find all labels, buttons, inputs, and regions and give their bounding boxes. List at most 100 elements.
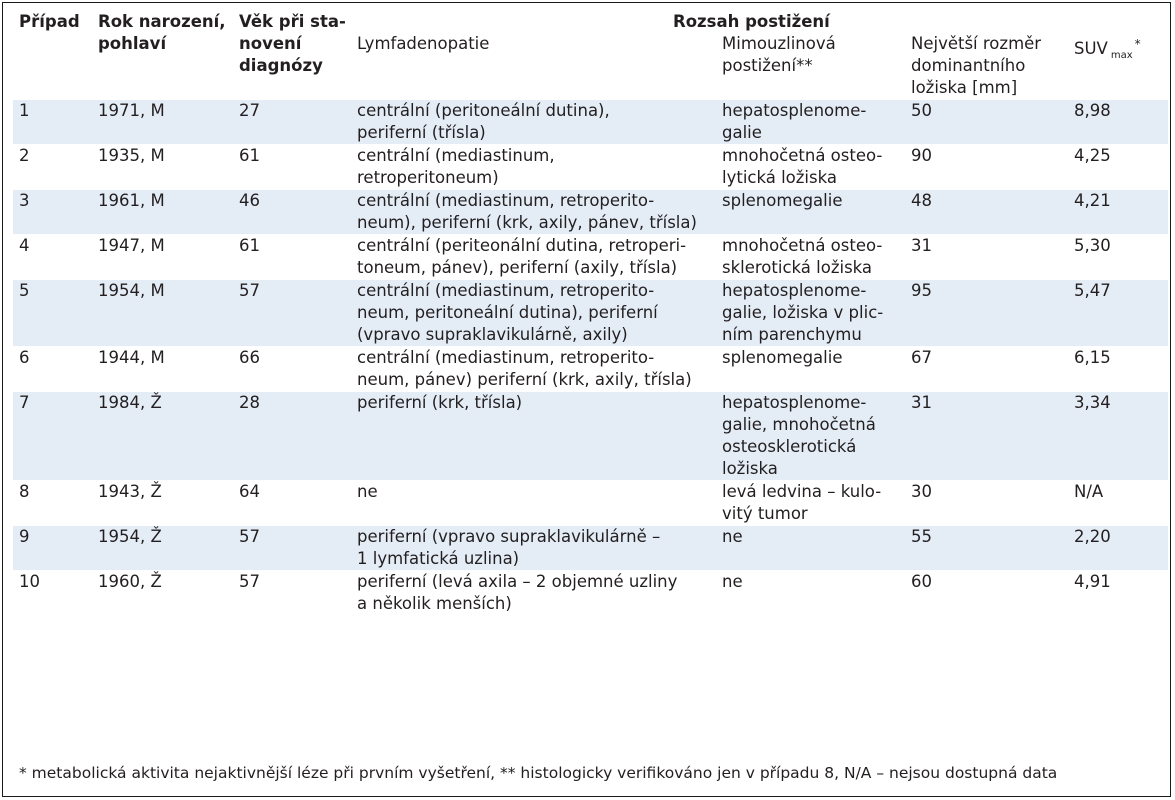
cell-birth-sex: 1947, M <box>92 234 233 280</box>
cell-age: 66 <box>233 346 351 392</box>
cell-suv: 2,20 <box>1068 525 1168 571</box>
header-extent-span: Rozsah postižení <box>351 11 1168 33</box>
cell-lymphadenopathy-line: centrální (mediastinum, retroperito- <box>357 191 655 210</box>
header-birth-cont: pohlaví <box>92 33 233 100</box>
cell-suv: N/A <box>1068 480 1168 526</box>
cell-lymphadenopathy-line: periferní (vpravo supraklavikulárně – <box>357 527 661 546</box>
cell-largest-size: 30 <box>905 480 1068 526</box>
cell-extranodal-line: ložiska <box>722 459 778 478</box>
cell-extranodal-line: splenomegalie <box>722 191 843 210</box>
cell-extranodal-line: ne <box>722 572 743 591</box>
cell-case: 2 <box>13 144 92 190</box>
cell-age: 57 <box>233 570 351 615</box>
cell-extranodal-line: levá ledvina – kulo- <box>722 482 882 501</box>
header-suv-sub: max <box>1110 50 1133 61</box>
cell-birth-sex: 1961, M <box>92 189 233 235</box>
cell-extranodal: mnohočetná osteo-lytická ložiska <box>716 144 905 190</box>
cell-birth-sex: 1984, Ž <box>92 391 233 481</box>
cell-largest-size: 95 <box>905 279 1068 347</box>
cell-extranodal-line: hepatosplenome- <box>722 393 867 412</box>
cell-extranodal-line: ním parenchymu <box>722 325 862 344</box>
cell-extranodal-line: galie <box>722 123 762 142</box>
cell-extranodal-line: sklerotická ložiska <box>722 258 873 277</box>
table-row: 5 1954, M 57 centrální (mediastinum, retrop… <box>13 279 1168 347</box>
cell-lymphadenopathy: centrální (mediastinum, retroperito-neum… <box>351 279 716 347</box>
cell-largest-size: 31 <box>905 391 1068 481</box>
cell-lymphadenopathy-line: toneum, pánev), periferní (axily, třísla… <box>357 258 678 277</box>
cell-lymphadenopathy-line: a několik menších) <box>357 594 512 613</box>
cell-birth-sex: 1954, Ž <box>92 525 233 571</box>
cell-lymphadenopathy: centrální (peritoneální dutina), perifern… <box>351 99 716 145</box>
cell-suv: 5,47 <box>1068 279 1168 347</box>
patient-table: Případ Rok narození, Věk při sta- Rozsah… <box>13 11 1168 615</box>
header-largest-size: Největší rozměr dominantního ložiska [mm… <box>905 33 1068 100</box>
cell-largest-size: 50 <box>905 99 1068 145</box>
cell-lymphadenopathy-line: centrální (peritoneální dutina), <box>357 101 610 120</box>
header-age-line-2: novení <box>239 34 302 53</box>
cell-age: 61 <box>233 234 351 280</box>
header-extent-title: Rozsah postižení <box>673 12 830 31</box>
cell-extranodal: splenomegalie <box>716 189 905 235</box>
cell-suv: 5,30 <box>1068 234 1168 280</box>
header-age-cont: novení diagnózy <box>233 33 351 100</box>
header-row-top: Případ Rok narození, Věk při sta- Rozsah… <box>13 11 1168 33</box>
table-header: Případ Rok narození, Věk při sta- Rozsah… <box>13 11 1168 100</box>
cell-lymphadenopathy-line: centrální (mediastinum, retroperito- <box>357 348 655 367</box>
cell-lymphadenopathy-line: periferní (krk, třísla) <box>357 393 523 412</box>
cell-lymphadenopathy-line: 1 lymfatická uzlina) <box>357 549 520 568</box>
cell-lymphadenopathy: periferní (vpravo supraklavikulárně – 1 l… <box>351 525 716 571</box>
cell-lymphadenopathy-line: (vpravo supraklavikulárně, axily) <box>357 325 628 344</box>
header-birth-sex: Rok narození, <box>92 11 233 33</box>
cell-birth-sex: 1944, M <box>92 346 233 392</box>
cell-lymphadenopathy-line: periferní (třísla) <box>357 123 486 142</box>
cell-lymphadenopathy: centrální (mediastinum, retroperito-neum… <box>351 189 716 235</box>
cell-extranodal-line: ne <box>722 527 743 546</box>
cell-extranodal: hepatosplenome-galie, ložiska v plic-ním… <box>716 279 905 347</box>
table-body: 1 1971, M 27 centrální (peritoneální dutina… <box>13 99 1168 615</box>
cell-birth-sex: 1943, Ž <box>92 480 233 526</box>
cell-case: 1 <box>13 99 92 145</box>
cell-lymphadenopathy: centrální (mediastinum, retroperitoneum) <box>351 144 716 190</box>
table-row: 10 1960, Ž 57 periferní (levá axila – 2 obj… <box>13 570 1168 615</box>
cell-suv: 6,15 <box>1068 346 1168 392</box>
header-size-line-3: ložiska [mm] <box>911 78 1018 97</box>
cell-lymphadenopathy-line: neum, peritoneální dutina), periferní <box>357 303 658 322</box>
cell-lymphadenopathy: periferní (levá axila – 2 objemné uzliny… <box>351 570 716 615</box>
table-row: 6 1944, M 66 centrální (mediastinum, retrop… <box>13 346 1168 392</box>
header-suv: SUV max* <box>1068 33 1168 100</box>
cell-case: 5 <box>13 279 92 347</box>
table-row: 9 1954, Ž 57 periferní (vpravo supraklaviku… <box>13 525 1168 571</box>
cell-extranodal-line: galie, ložiska v plic- <box>722 303 884 322</box>
cell-lymphadenopathy-line: centrální (periteonální dutina, retroper… <box>357 236 687 255</box>
cell-suv: 4,21 <box>1068 189 1168 235</box>
cell-extranodal: hepatosplenome-galie, mnohočetná osteoskl… <box>716 391 905 481</box>
header-age-line-1: Věk při sta- <box>239 12 346 31</box>
cell-lymphadenopathy: periferní (krk, třísla) <box>351 391 716 481</box>
cell-age: 57 <box>233 279 351 347</box>
cell-extranodal-line: splenomegalie <box>722 348 843 367</box>
cell-extranodal-line: hepatosplenome- <box>722 101 867 120</box>
header-lymph-line-1: Lymfadenopatie <box>357 34 490 53</box>
cell-case: 3 <box>13 189 92 235</box>
cell-case: 7 <box>13 391 92 481</box>
cell-case: 4 <box>13 234 92 280</box>
header-suv-main: SUV <box>1074 39 1108 58</box>
table-row: 2 1935, M 61 centrální (mediastinum, retrope… <box>13 144 1168 190</box>
cell-largest-size: 60 <box>905 570 1068 615</box>
cell-suv: 3,34 <box>1068 391 1168 481</box>
table-row: 8 1943, Ž 64 ne levá ledvina – kulo-vitý tum… <box>13 480 1168 526</box>
cell-lymphadenopathy: centrální (periteonální dutina, retroper… <box>351 234 716 280</box>
cell-case: 8 <box>13 480 92 526</box>
header-case: Případ <box>19 12 80 31</box>
cell-age: 46 <box>233 189 351 235</box>
header-size-line-1: Největší rozměr <box>911 34 1042 53</box>
cell-lymphadenopathy: centrální (mediastinum, retroperito-neum… <box>351 346 716 392</box>
header-age-line-3: diagnózy <box>239 56 323 75</box>
cell-suv: 4,25 <box>1068 144 1168 190</box>
table-row: 1 1971, M 27 centrální (peritoneální dutina… <box>13 99 1168 145</box>
cell-lymphadenopathy-line: centrální (mediastinum, <box>357 146 555 165</box>
cell-extranodal-line: osteosklerotická <box>722 437 857 456</box>
header-case-spacer <box>13 33 92 100</box>
cell-lymphadenopathy-line: retroperitoneum) <box>357 168 499 187</box>
